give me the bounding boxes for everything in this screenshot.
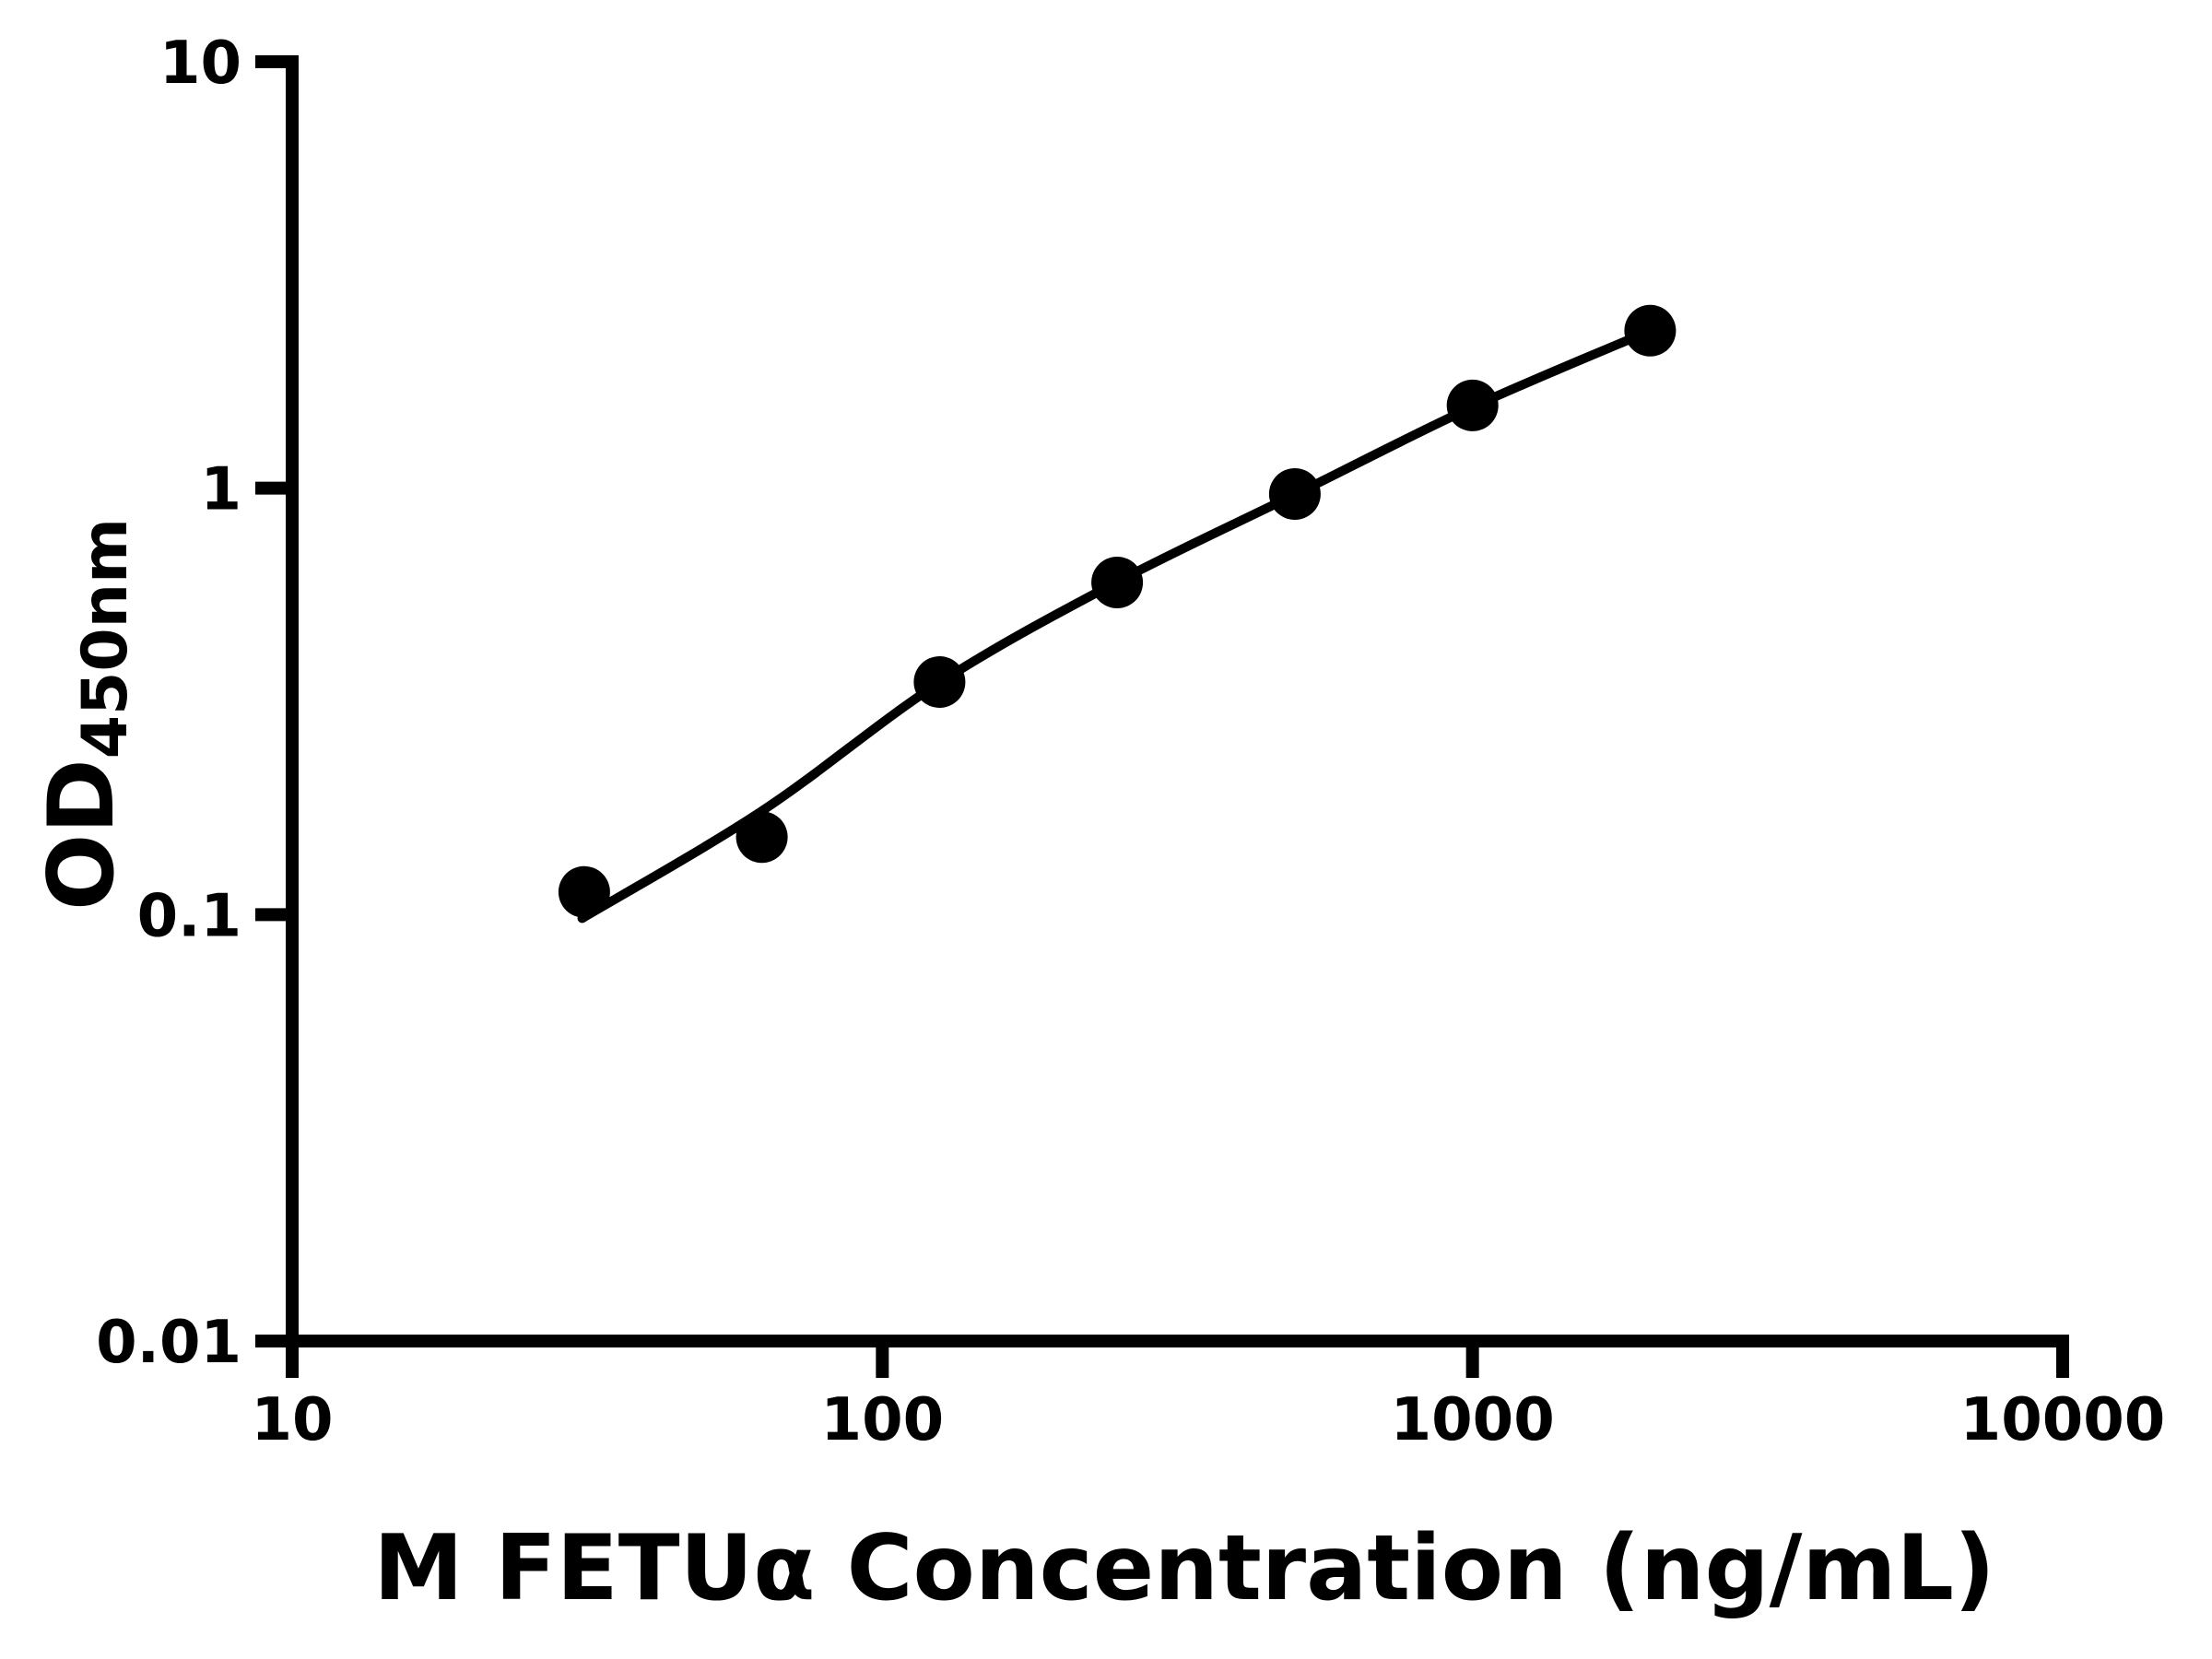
y-axis-tick-labels: 10 1 0.1 0.01: [96, 29, 241, 1377]
y-tick-label: 0.01: [96, 1309, 241, 1377]
x-tick-label: 10000: [1960, 1386, 2166, 1454]
data-points: [558, 304, 1677, 918]
y-tick-label: 1: [200, 456, 241, 524]
data-point: [913, 656, 966, 708]
axes: [286, 55, 2069, 1347]
x-axis-ticks: [286, 1341, 2069, 1378]
data-point: [558, 865, 610, 918]
data-point: [735, 811, 788, 864]
data-point: [1446, 379, 1499, 431]
x-axis-tick-labels: 10 100 1000 10000: [251, 1386, 2165, 1454]
y-tick-label: 10: [159, 29, 241, 98]
y-axis-title-main: OD: [29, 759, 135, 911]
x-tick-label: 1000: [1391, 1386, 1555, 1454]
y-tick-label: 0.1: [137, 882, 241, 950]
x-tick-label: 100: [821, 1386, 945, 1454]
y-axis-title-subscript: 450nm: [69, 518, 142, 759]
x-tick-label: 10: [251, 1386, 333, 1454]
data-point: [1091, 557, 1144, 608]
x-axis-title: M FETUα Concentration (ng/mL): [373, 1516, 1995, 1621]
data-point: [1268, 468, 1321, 520]
y-axis-title: OD450nm: [29, 518, 142, 911]
data-point: [1624, 304, 1677, 357]
